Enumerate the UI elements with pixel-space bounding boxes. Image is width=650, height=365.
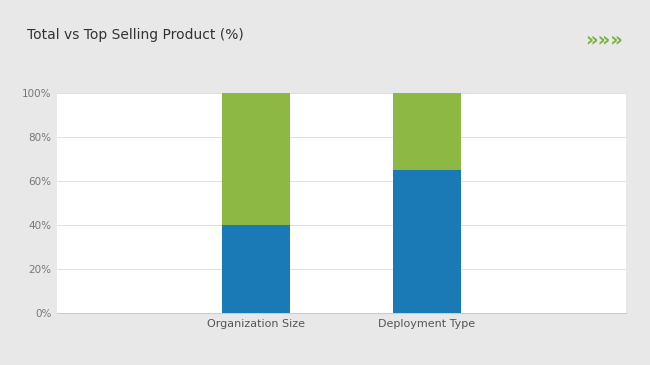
Bar [393,170,461,313]
Text: »»»: »»» [586,30,623,49]
Bar [222,93,291,225]
Text: Total vs Top Selling Product (%): Total vs Top Selling Product (%) [27,28,244,42]
Bar [222,225,291,313]
Bar [393,93,461,170]
